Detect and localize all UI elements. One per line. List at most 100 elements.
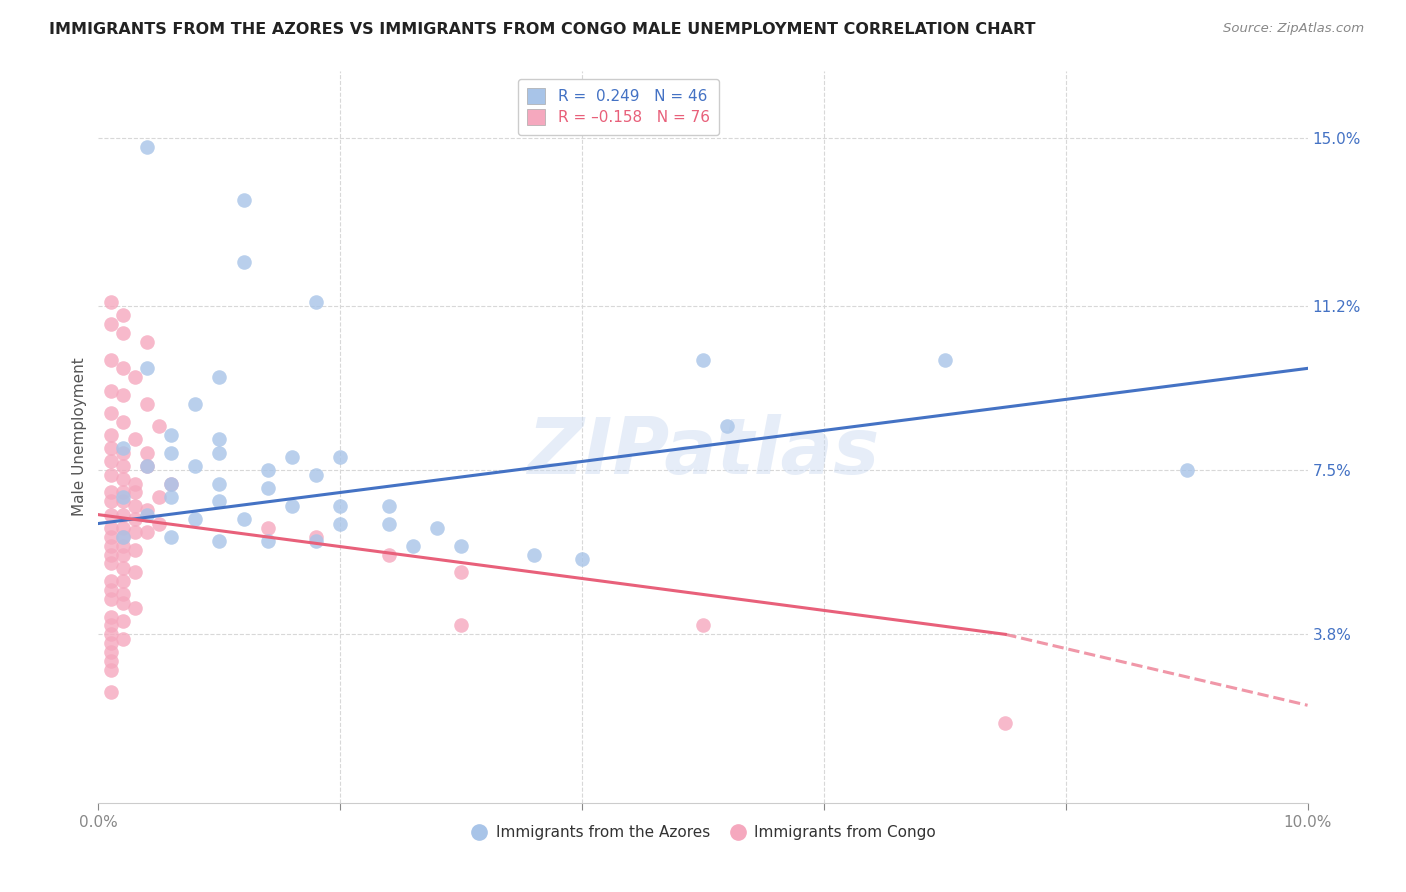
Point <box>148 516 170 531</box>
Point <box>281 450 304 464</box>
Point <box>716 419 738 434</box>
Point <box>377 516 399 531</box>
Y-axis label: Male Unemployment: Male Unemployment <box>72 358 87 516</box>
Point <box>124 543 146 558</box>
Point <box>100 406 122 420</box>
Point <box>124 566 146 580</box>
Point <box>124 512 146 526</box>
Point <box>111 508 134 522</box>
Point <box>256 534 278 549</box>
Point <box>111 326 134 340</box>
Point <box>124 499 146 513</box>
Point <box>329 499 352 513</box>
Point <box>208 445 231 459</box>
Point <box>124 370 146 384</box>
Legend: Immigrants from the Azores, Immigrants from Congo: Immigrants from the Azores, Immigrants f… <box>464 819 942 847</box>
Point <box>329 450 352 464</box>
Point <box>100 441 122 455</box>
Point <box>124 432 146 446</box>
Point <box>135 458 157 473</box>
Point <box>111 521 134 535</box>
Point <box>329 516 352 531</box>
Point <box>256 481 278 495</box>
Point <box>124 476 146 491</box>
Point <box>100 557 122 571</box>
Point <box>100 508 122 522</box>
Point <box>184 512 207 526</box>
Point <box>450 566 472 580</box>
Text: Source: ZipAtlas.com: Source: ZipAtlas.com <box>1223 22 1364 36</box>
Point <box>450 539 472 553</box>
Point <box>148 419 170 434</box>
Point <box>100 454 122 468</box>
Point <box>208 494 231 508</box>
Point <box>111 574 134 589</box>
Point <box>135 525 157 540</box>
Point <box>100 521 122 535</box>
Point <box>184 397 207 411</box>
Point <box>111 441 134 455</box>
Point <box>305 467 328 482</box>
Point <box>426 521 449 535</box>
Point <box>111 485 134 500</box>
Point <box>100 627 122 641</box>
Point <box>111 388 134 402</box>
Point <box>100 618 122 632</box>
Point <box>111 587 134 601</box>
Point <box>148 490 170 504</box>
Point <box>100 663 122 677</box>
Text: ZIPatlas: ZIPatlas <box>527 414 879 490</box>
Point <box>100 294 122 309</box>
Point <box>111 530 134 544</box>
Point <box>256 521 278 535</box>
Point <box>450 618 472 632</box>
Point <box>232 512 254 526</box>
Point <box>111 308 134 322</box>
Point <box>135 397 157 411</box>
Point <box>100 530 122 544</box>
Point <box>523 548 546 562</box>
Point <box>100 636 122 650</box>
Point <box>160 476 183 491</box>
Point <box>100 685 122 699</box>
Point <box>402 539 425 553</box>
Point <box>135 361 157 376</box>
Point <box>111 445 134 459</box>
Point <box>111 614 134 628</box>
Point <box>111 490 134 504</box>
Point <box>111 530 134 544</box>
Point <box>111 539 134 553</box>
Point <box>100 384 122 398</box>
Point <box>100 609 122 624</box>
Point <box>160 428 183 442</box>
Point <box>160 530 183 544</box>
Point <box>100 494 122 508</box>
Point <box>135 458 157 473</box>
Point <box>305 530 328 544</box>
Point <box>377 548 399 562</box>
Point <box>256 463 278 477</box>
Point <box>135 139 157 153</box>
Point <box>934 352 956 367</box>
Point <box>208 534 231 549</box>
Text: IMMIGRANTS FROM THE AZORES VS IMMIGRANTS FROM CONGO MALE UNEMPLOYMENT CORRELATIO: IMMIGRANTS FROM THE AZORES VS IMMIGRANTS… <box>49 22 1036 37</box>
Point <box>100 574 122 589</box>
Point <box>135 508 157 522</box>
Point <box>111 415 134 429</box>
Point <box>111 548 134 562</box>
Point <box>111 596 134 610</box>
Point <box>692 618 714 632</box>
Point <box>160 445 183 459</box>
Point <box>135 445 157 459</box>
Point <box>160 476 183 491</box>
Point <box>100 548 122 562</box>
Point <box>281 499 304 513</box>
Point <box>377 499 399 513</box>
Point <box>1175 463 1198 477</box>
Point <box>111 494 134 508</box>
Point <box>111 458 134 473</box>
Point <box>232 255 254 269</box>
Point <box>100 428 122 442</box>
Point <box>100 317 122 331</box>
Point <box>160 490 183 504</box>
